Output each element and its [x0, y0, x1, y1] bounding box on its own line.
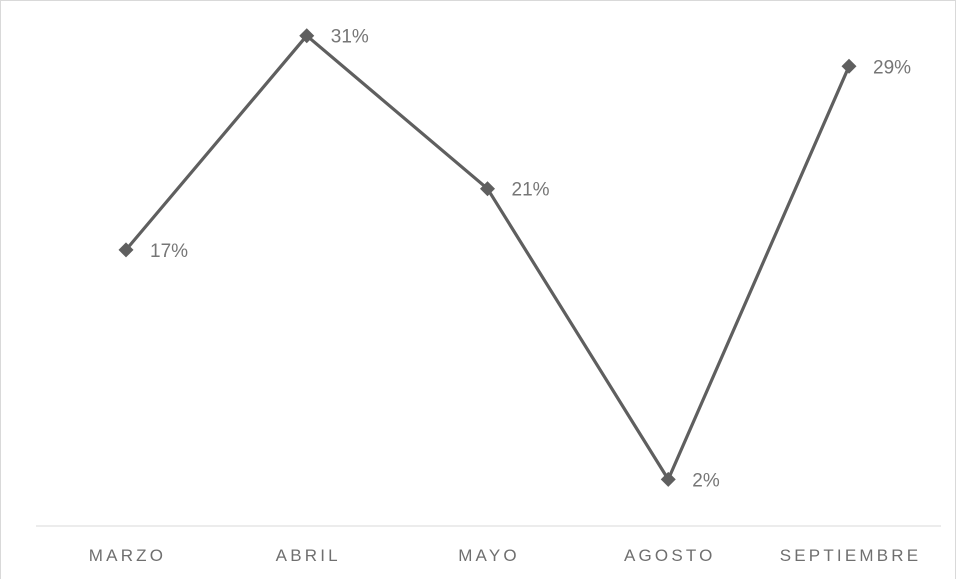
data-label-marzo: 17% — [150, 241, 188, 262]
data-point-mayo — [480, 181, 495, 197]
x-tick-label-mayo: MAYO — [458, 546, 520, 565]
data-point-agosto — [660, 471, 676, 487]
series-line — [124, 34, 851, 481]
x-tick-layer: MARZO ABRIL MAYO AGOSTO SEPTIEMBRE — [89, 546, 922, 565]
data-point-septiembre — [841, 58, 857, 74]
x-tick-label-marzo: MARZO — [89, 546, 166, 565]
data-label-abril: 31% — [331, 27, 369, 48]
x-tick-label-septiembre: SEPTIEMBRE — [780, 546, 922, 565]
data-label-layer: 17% 31% 21% 2% 29% — [150, 27, 911, 492]
data-label-agosto: 2% — [692, 470, 720, 491]
data-point-abril — [299, 28, 315, 44]
data-label-mayo: 21% — [512, 180, 550, 201]
x-tick-label-abril: ABRIL — [276, 546, 341, 565]
series-layer — [118, 28, 857, 487]
data-point-marzo — [118, 242, 134, 258]
x-tick-label-agosto: AGOSTO — [624, 546, 716, 565]
data-label-septiembre: 29% — [873, 57, 911, 78]
